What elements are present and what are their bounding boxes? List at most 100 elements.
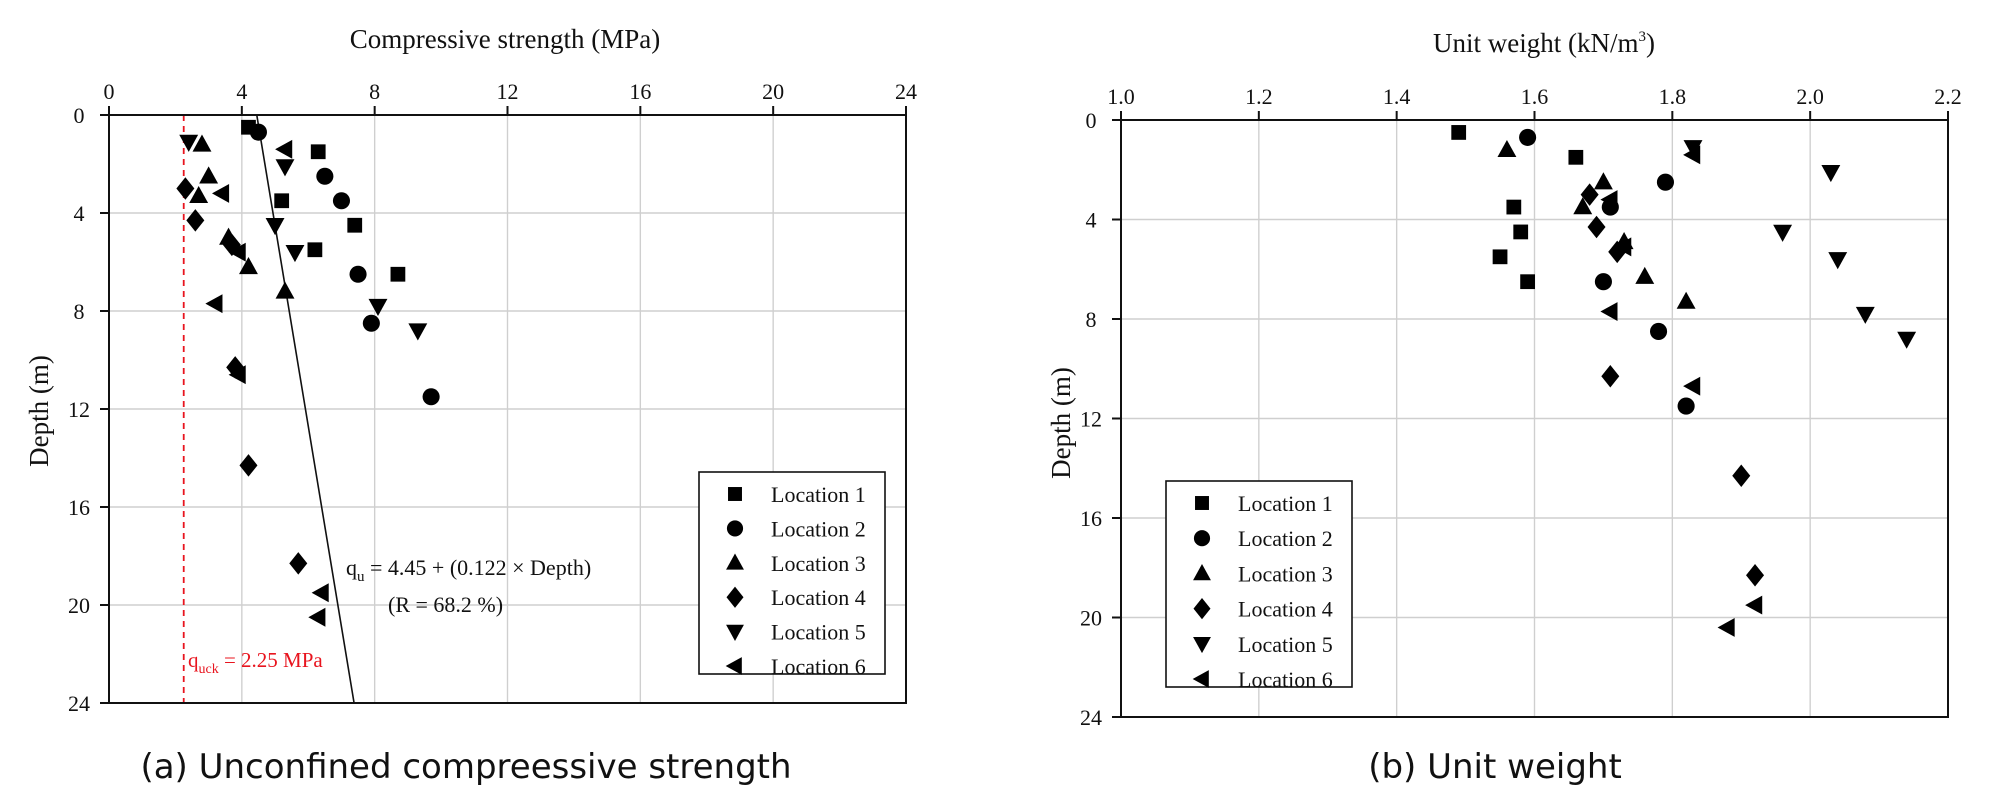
b-point-location-3 (1593, 172, 1613, 190)
b-y-tick-label: 0 (1086, 108, 1097, 133)
b-point-location-1 (1520, 274, 1535, 290)
a-legend-entry: Location 6 (725, 654, 866, 679)
b-point-location-6 (1683, 145, 1701, 165)
a-point-location-2 (332, 192, 351, 210)
b-legend-entry: Location 6 (1192, 667, 1333, 692)
b-point-location-5 (1683, 140, 1703, 158)
b-legend-entry: Location 2 (1193, 526, 1333, 551)
b-point-location-4 (1732, 464, 1751, 487)
panel-b-x-axis-title: Unit weight (kN/m3) (1433, 28, 1655, 58)
a-legend-entry: Location 1 (728, 482, 866, 507)
b-point-location-6 (1683, 376, 1701, 396)
b-legend-marker (1193, 637, 1211, 654)
panel-a-x-axis-title: Compressive strength (MPa) (350, 24, 660, 54)
a-legend-marker (726, 624, 744, 641)
b-point-location-1 (1492, 249, 1508, 265)
a-legend-entry: Location 5 (726, 620, 866, 645)
a-y-tick-label: 24 (68, 691, 90, 716)
b-legend-box (1165, 480, 1353, 688)
b-point-location-1 (1513, 224, 1529, 240)
a-point-location-1 (390, 266, 406, 282)
b-point-location-3 (1635, 266, 1655, 284)
b-legend-label: Location 3 (1238, 561, 1333, 586)
a-point-location-4 (176, 177, 195, 200)
panel-b-unit-weight: 1.0 1.2 1.4 1.6 1.8 2.0 2.2 0 4 8 12 16 20 24 Unit w… (1046, 28, 1962, 730)
b-legend-marker (1195, 496, 1209, 510)
a-x-tick-label: 24 (895, 79, 917, 104)
a-point-location-6 (228, 365, 246, 385)
a-point-location-6 (275, 139, 293, 159)
threshold-text: = 2.25 MPa (219, 648, 324, 672)
a-legend-label: Location 2 (771, 516, 866, 541)
caption-b: (b) Unit weight (1368, 747, 1622, 787)
caption-a: (a) Unconfined compreessive strength (140, 747, 791, 787)
b-point-location-6 (1600, 190, 1618, 210)
a-legend-marker (728, 487, 742, 501)
b-legend-label: Location 2 (1238, 526, 1333, 551)
b-y-tick-label: 4 (1086, 208, 1097, 233)
panel-a-legend: Location 1 Location 2 Location 3 Location 4… (698, 471, 886, 679)
b-x-tick-label: 1.6 (1521, 84, 1549, 109)
panel-b-y-axis-title: Depth (m) (1046, 367, 1076, 479)
b-legend-marker (1193, 597, 1211, 620)
b-point-location-4 (1746, 563, 1765, 587)
a-point-location-6 (228, 242, 246, 262)
b-point-location-2 (1656, 173, 1674, 191)
b-legend-marker (1193, 564, 1211, 581)
a-point-location-2 (349, 265, 367, 283)
b-point-location-3 (1497, 139, 1517, 158)
b-point-location-2 (1650, 322, 1668, 340)
a-point-location-1 (307, 242, 323, 258)
b-point-location-4 (1587, 215, 1606, 239)
b-point-location-2 (1519, 128, 1537, 146)
a-legend-marker (726, 520, 744, 537)
a-legend-label: Location 4 (771, 585, 866, 610)
panel-b-points (1451, 125, 1917, 637)
panel-a-fit-equation: qu = 4.45 + (0.122 × Depth) (346, 555, 591, 585)
b-legend-marker (1193, 530, 1211, 547)
a-point-location-5 (275, 159, 295, 177)
b-point-location-1 (1506, 199, 1522, 215)
b-x-tick-label: 2.0 (1796, 84, 1824, 109)
a-point-location-2 (316, 167, 334, 185)
b-point-location-6 (1600, 302, 1618, 321)
a-legend-marker (726, 586, 744, 608)
b-point-location-6 (1614, 237, 1632, 257)
b-point-location-1 (1451, 125, 1467, 140)
panel-b-legend: Location 1 Location 2 Location 3 Location 4… (1165, 480, 1353, 692)
b-y-tick-label: 24 (1080, 705, 1102, 730)
b-point-location-1 (1568, 149, 1584, 165)
panel-a-compressive-strength: 0 4 8 12 16 20 24 0 4 8 12 16 20 24 Compressive stre… (24, 24, 917, 716)
a-x-tick-label: 20 (762, 79, 784, 104)
a-y-tick-label: 12 (68, 397, 90, 422)
a-legend-label: Location 1 (771, 482, 866, 507)
a-point-location-3 (189, 185, 209, 204)
panel-a-y-ticks: 0 4 8 12 16 20 24 (68, 103, 109, 716)
b-point-location-6 (1745, 595, 1763, 615)
a-legend-marker (725, 657, 742, 675)
fit-subscript: u (357, 569, 365, 585)
b-legend-label: Location 5 (1238, 632, 1333, 657)
panel-a-x-ticks: 0 4 8 12 16 20 24 (104, 79, 917, 115)
a-point-location-1 (310, 144, 326, 160)
b-legend-marker (1192, 670, 1209, 688)
b-point-location-5 (1773, 224, 1793, 242)
b-point-location-5 (1821, 165, 1841, 183)
a-point-location-4 (289, 552, 308, 575)
a-y-tick-label: 8 (74, 299, 85, 324)
b-point-location-3 (1676, 291, 1696, 309)
a-point-location-5 (408, 323, 428, 341)
a-point-location-5 (368, 298, 388, 316)
b-legend-label: Location 1 (1238, 491, 1333, 516)
threshold-subscript: uck (199, 662, 219, 677)
b-y-tick-label: 8 (1086, 307, 1097, 332)
a-point-location-6 (308, 607, 326, 627)
b-point-location-2 (1594, 273, 1612, 291)
b-legend-label: Location 6 (1238, 667, 1333, 692)
a-x-tick-label: 0 (104, 79, 115, 104)
a-legend-marker (726, 553, 744, 570)
a-y-tick-label: 20 (68, 593, 90, 618)
b-point-location-5 (1855, 306, 1875, 324)
a-point-location-6 (212, 183, 230, 203)
